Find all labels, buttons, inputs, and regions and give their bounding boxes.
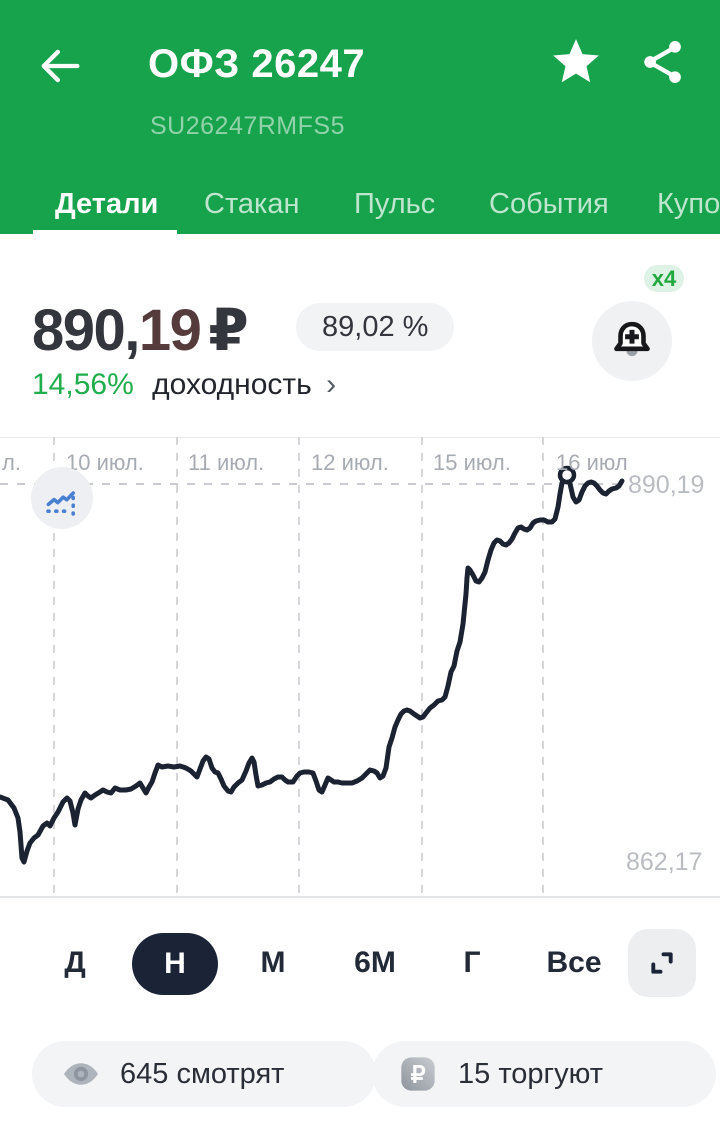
leverage-x4-badge[interactable]: x4 — [644, 265, 684, 292]
star-icon — [553, 39, 599, 83]
min-price-axis-label: 862,17 — [626, 848, 703, 876]
price-chart-svg — [0, 437, 720, 898]
ruble-icon: ₽ — [401, 1057, 435, 1091]
chevron-right-icon: › — [326, 368, 337, 401]
leverage-x4-label: x4 — [651, 265, 677, 291]
period-year[interactable]: Г — [463, 946, 481, 979]
period-month[interactable]: М — [260, 946, 286, 979]
price-accent-digits: 19 — [138, 298, 202, 363]
percent-of-nominal-badge: 89,02 % — [296, 303, 455, 351]
chart-date-label: 11 июл. — [188, 450, 265, 475]
period-week-selected[interactable]: Н — [132, 933, 218, 995]
price-main: 890, — [32, 298, 140, 363]
expand-icon — [651, 952, 673, 974]
tab-coupons[interactable]: Купо — [657, 188, 720, 220]
price-chart[interactable]: л. 10 июл. 11 июл. 12 июл. 15 июл. 16 июл 890… — [0, 437, 720, 898]
yield-value: 14,56% — [32, 368, 134, 401]
chart-date-label: 15 июл. — [433, 450, 511, 475]
percent-of-nominal-value: 89,02 % — [322, 310, 429, 343]
price-alert-button[interactable] — [592, 301, 672, 381]
price-line-path — [0, 472, 625, 865]
share-button[interactable] — [636, 36, 688, 88]
chart-date-label: 16 июл — [556, 450, 628, 475]
chart-date-label: л. — [2, 450, 21, 475]
svg-text:₽: ₽ — [411, 1061, 426, 1087]
app-header: ОФЗ 26247 SU26247RMFS5 Детали Стакан Пул… — [0, 0, 720, 238]
tab-orderbook[interactable]: Стакан — [204, 188, 300, 220]
fullscreen-chart-button[interactable] — [628, 929, 696, 997]
traders-pill[interactable]: ₽ 15 торгуют — [372, 1041, 716, 1107]
yield-label: доходность — [152, 368, 312, 401]
period-six-months[interactable]: 6М — [354, 946, 396, 979]
price-currency: ₽ — [208, 298, 248, 363]
period-all[interactable]: Все — [546, 946, 602, 979]
tab-pulse[interactable]: Пульс — [354, 188, 436, 220]
tab-details[interactable]: Детали — [55, 188, 159, 220]
back-button[interactable] — [34, 40, 86, 92]
period-week-label: Н — [164, 947, 186, 980]
back-arrow-icon — [41, 49, 80, 83]
last-point-marker — [557, 465, 577, 485]
tab-events[interactable]: События — [489, 188, 609, 220]
share-icon — [644, 40, 681, 84]
watchers-label: 645 смотрят — [120, 1057, 285, 1090]
chart-gridlines — [53, 437, 544, 898]
price-value: 890,19 ₽ — [32, 296, 249, 364]
chart-date-label: 10 июл. — [66, 450, 144, 475]
chart-line-icon — [46, 491, 75, 516]
chart-date-label: 12 июл. — [311, 450, 389, 475]
current-price-axis-label: 890,19 — [628, 471, 705, 499]
period-day[interactable]: Д — [64, 946, 86, 979]
watchers-pill[interactable]: 645 смотрят — [32, 1041, 376, 1107]
favorite-button[interactable] — [548, 34, 604, 90]
yield-link[interactable]: 14,56% доходность › — [32, 368, 336, 402]
chart-type-button[interactable] — [31, 467, 93, 529]
traders-label: 15 торгуют — [458, 1057, 603, 1090]
page-title: ОФЗ 26247 — [148, 42, 366, 86]
eye-icon — [64, 1063, 98, 1085]
active-tab-underline — [33, 230, 177, 238]
bell-plus-icon — [614, 321, 650, 357]
isin-subtitle: SU26247RMFS5 — [150, 112, 345, 140]
